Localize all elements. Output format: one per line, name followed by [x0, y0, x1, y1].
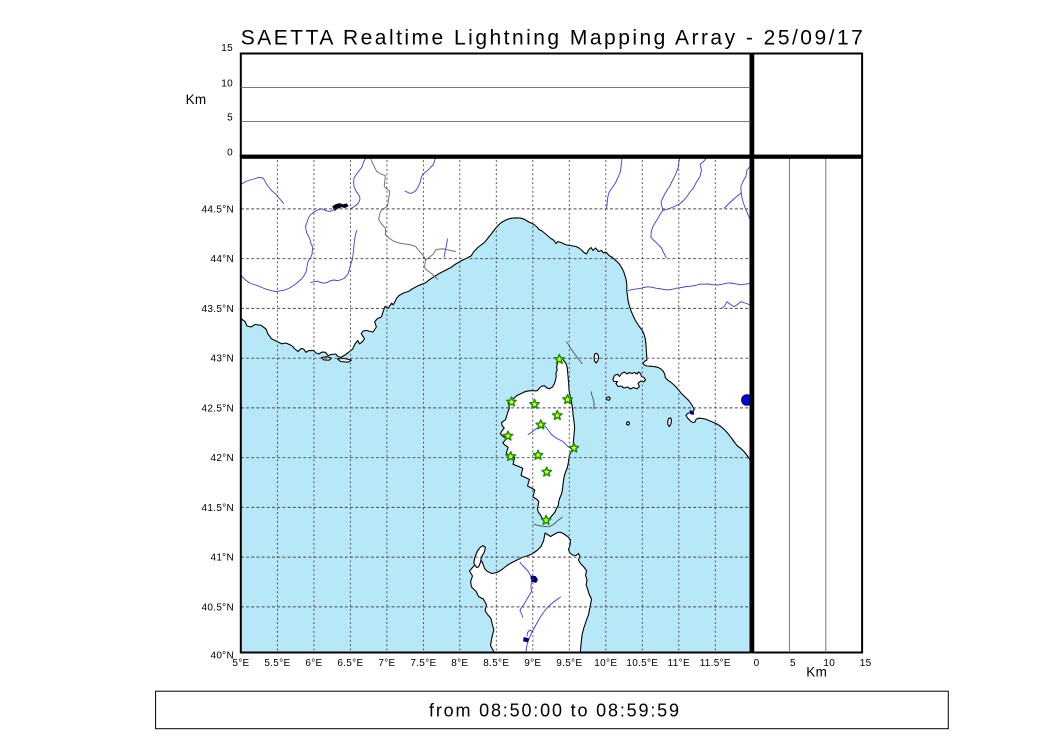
svg-text:5: 5: [227, 112, 233, 123]
svg-text:10°E: 10°E: [594, 658, 617, 669]
svg-text:Km: Km: [806, 665, 827, 680]
svg-text:43°N: 43°N: [210, 354, 234, 365]
svg-text:0: 0: [754, 658, 760, 669]
svg-text:43.5°N: 43.5°N: [202, 304, 234, 315]
svg-text:7°E: 7°E: [378, 658, 395, 669]
svg-text:9.5°E: 9.5°E: [556, 658, 582, 669]
svg-text:11.5°E: 11.5°E: [700, 658, 731, 669]
svg-text:5°E: 5°E: [232, 658, 249, 669]
svg-text:0: 0: [227, 147, 233, 158]
svg-text:44.5°N: 44.5°N: [202, 204, 234, 215]
svg-text:11°E: 11°E: [668, 658, 690, 669]
svg-text:41.5°N: 41.5°N: [202, 503, 234, 514]
svg-text:6.5°E: 6.5°E: [337, 658, 363, 669]
svg-text:5: 5: [790, 658, 796, 669]
svg-text:15: 15: [860, 658, 872, 669]
svg-text:41°N: 41°N: [210, 553, 234, 564]
svg-text:10: 10: [823, 658, 835, 669]
svg-text:5.5°E: 5.5°E: [264, 658, 290, 669]
svg-text:40.5°N: 40.5°N: [202, 602, 234, 613]
svg-text:44°N: 44°N: [210, 254, 234, 265]
svg-text:6°E: 6°E: [305, 658, 322, 669]
svg-text:15: 15: [221, 43, 233, 54]
svg-text:8°E: 8°E: [451, 658, 468, 669]
svg-text:8.5°E: 8.5°E: [483, 658, 509, 669]
svg-text:10: 10: [221, 78, 233, 89]
svg-text:SAETTA Realtime Lightning Mapp: SAETTA Realtime Lightning Mapping Array …: [241, 27, 863, 50]
svg-text:40°N: 40°N: [210, 651, 234, 662]
svg-text:10.5°E: 10.5°E: [626, 658, 658, 669]
svg-text:from 08:50:00 to 08:59:59: from 08:50:00 to 08:59:59: [429, 701, 679, 721]
svg-text:42.5°N: 42.5°N: [202, 403, 234, 414]
svg-text:Km: Km: [186, 92, 207, 107]
svg-text:42°N: 42°N: [210, 453, 234, 464]
svg-text:9°E: 9°E: [524, 658, 541, 669]
svg-text:7.5°E: 7.5°E: [410, 658, 436, 669]
